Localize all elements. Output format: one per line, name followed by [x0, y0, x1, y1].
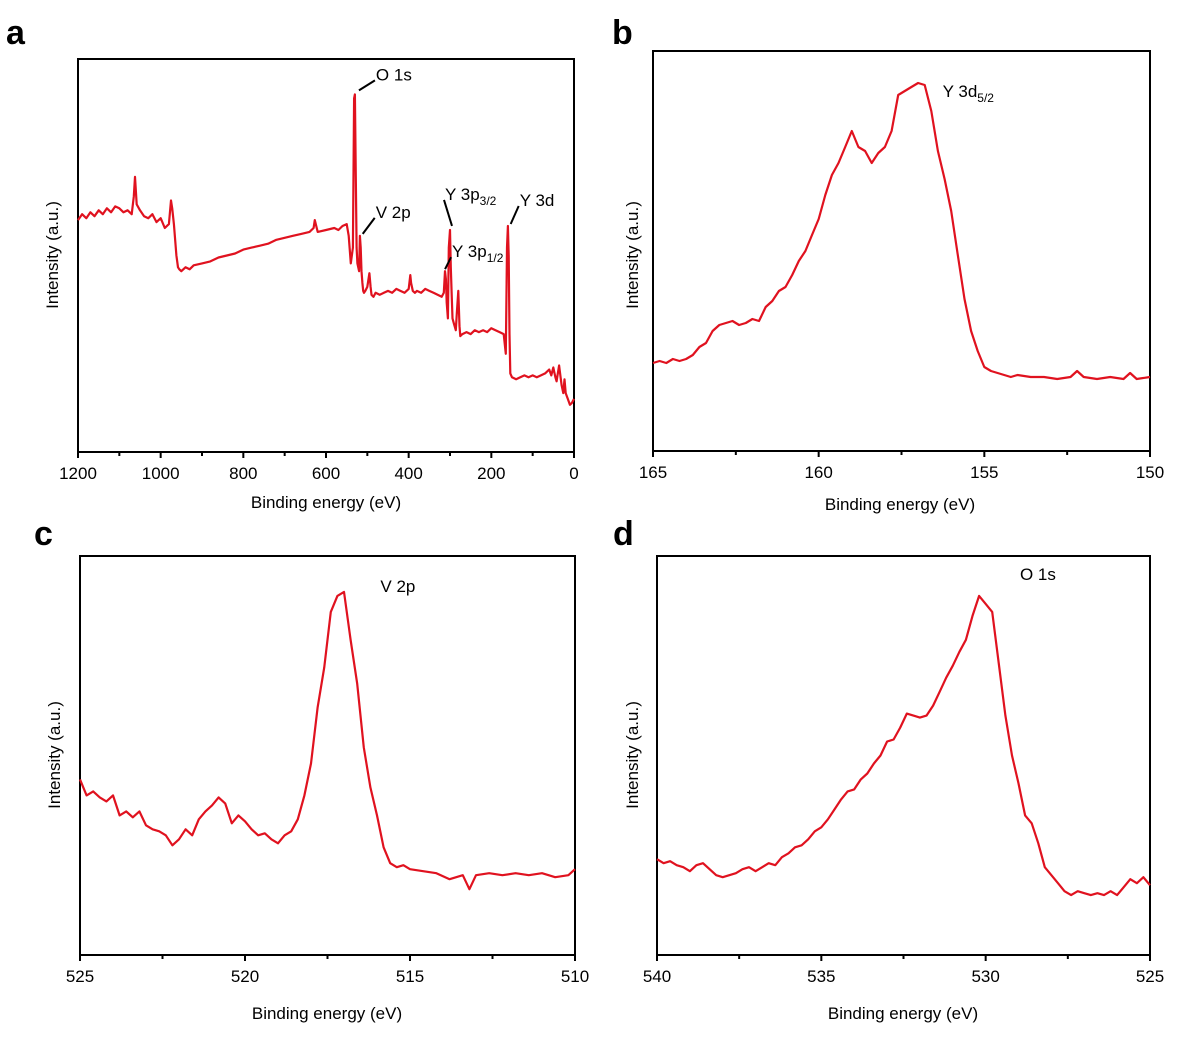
x-tick-label: 600: [312, 464, 340, 483]
x-tick-label: 525: [1136, 967, 1164, 986]
x-tick-label: 0: [569, 464, 578, 483]
x-axis-ticks: 165 160 155 150: [639, 451, 1164, 482]
x-tick-label: 160: [804, 463, 832, 482]
x-tick-label: 1200: [59, 464, 97, 483]
x-tick-label: 1000: [142, 464, 180, 483]
y-axis-label: Intensity (a.u.): [45, 701, 64, 809]
x-axis-label: Binding energy (eV): [825, 495, 975, 514]
x-tick-label: 400: [394, 464, 422, 483]
x-tick-label: 200: [477, 464, 505, 483]
x-tick-label: 515: [396, 967, 424, 986]
series-lines: [78, 590, 576, 891]
y-axis-label: Intensity (a.u.): [623, 701, 642, 809]
series-lines: [656, 594, 1151, 897]
x-tick-label: 525: [66, 967, 94, 986]
peak-annotations: V 2p: [380, 577, 415, 596]
x-tick-label: 530: [971, 967, 999, 986]
panel-letter-c: c: [34, 515, 53, 553]
panel-letter-d: d: [613, 515, 634, 553]
plot-frame: [652, 50, 1151, 452]
x-axis-ticks: 1200 1000 800 600 400 200 0: [59, 452, 579, 483]
annotation-leader-line: [361, 217, 376, 235]
panel-d: d 540 535 530 525 O 1s Binding energy (eV) …: [613, 515, 1164, 1023]
panel-c: c 525 520 515 510 V 2p Binding energy (eV) …: [34, 515, 589, 1023]
panel-a: a 1200 1000 800 600 400 200 0 O 1s V 2p Y 3p3/2 Y…: [6, 14, 579, 512]
panel-b: b 165 160 155 150 Y 3d5/2 Binding energy (e…: [612, 14, 1164, 514]
peak-label: Y 3d5/2: [943, 82, 995, 105]
peak-label: Y 3d: [520, 191, 555, 210]
annotation-leader-line: [509, 205, 520, 225]
y-axis-label: Intensity (a.u.): [623, 201, 642, 309]
x-tick-label: 800: [229, 464, 257, 483]
spectrum-line-y-3d: [652, 81, 1151, 381]
x-tick-label: 535: [807, 967, 835, 986]
peak-label: O 1s: [376, 65, 412, 84]
peak-label: Y 3p1/2: [452, 242, 504, 265]
panel-letter-a: a: [6, 14, 26, 52]
peak-label: Y 3p3/2: [445, 185, 497, 208]
peak-annotations: O 1s: [1020, 565, 1056, 584]
x-tick-label: 155: [970, 463, 998, 482]
x-tick-label: 540: [643, 967, 671, 986]
x-axis-label: Binding energy (eV): [828, 1004, 978, 1023]
x-axis-label: Binding energy (eV): [251, 493, 401, 512]
x-axis-label: Binding energy (eV): [252, 1004, 402, 1023]
spectrum-line-o-1s: [656, 594, 1151, 897]
x-tick-label: 510: [561, 967, 589, 986]
panel-letter-b: b: [612, 14, 633, 52]
series-lines: [77, 93, 575, 406]
x-tick-label: 165: [639, 463, 667, 482]
peak-annotations: Y 3d5/2: [943, 82, 995, 105]
x-axis-ticks: 540 535 530 525: [643, 955, 1164, 986]
spectrum-line-survey: [77, 93, 575, 406]
annotation-leader-line: [443, 199, 453, 227]
plot-frame: [656, 555, 1151, 956]
peak-label: V 2p: [380, 577, 415, 596]
peak-label: O 1s: [1020, 565, 1056, 584]
annotation-leader-line: [358, 79, 376, 92]
series-lines: [652, 81, 1151, 381]
spectrum-line-v-2p: [78, 590, 576, 891]
peak-annotations: O 1s V 2p Y 3p3/2 Y 3p1/2 Y 3d: [358, 65, 555, 270]
x-tick-label: 150: [1136, 463, 1164, 482]
peak-label: V 2p: [376, 203, 411, 222]
plot-frame: [79, 555, 576, 956]
x-tick-label: 520: [231, 967, 259, 986]
x-axis-ticks: 525 520 515 510: [66, 955, 589, 986]
y-axis-label: Intensity (a.u.): [43, 201, 62, 309]
annotation-leader-line: [444, 256, 452, 270]
